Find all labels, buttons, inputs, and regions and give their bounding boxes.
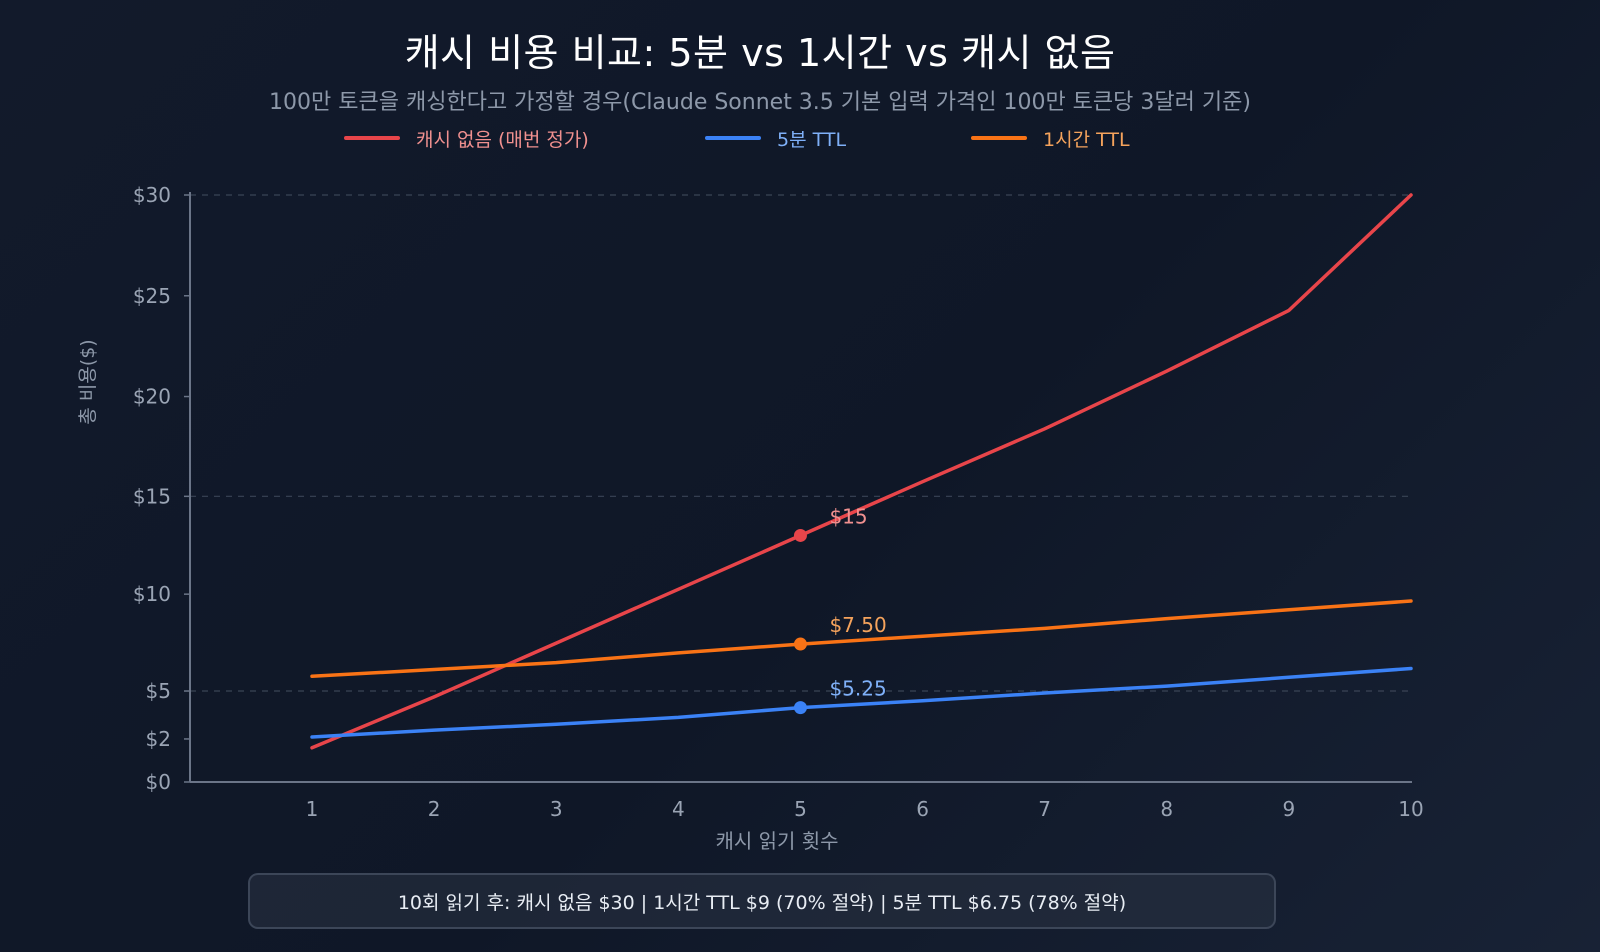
- legend-swatch-1hour: [971, 136, 1027, 140]
- summary-text: 10회 읽기 후: 캐시 없음 $30 | 1시간 TTL $9 (70% 절약…: [397, 891, 1127, 914]
- legend-label-no-cache: 캐시 없음 (매번 정가): [416, 128, 589, 151]
- legend-swatch-5min: [705, 136, 761, 140]
- x-tick-label: 10: [1398, 797, 1423, 821]
- y-tick-label: $10: [133, 582, 171, 606]
- data-label: $7.50: [829, 613, 886, 637]
- x-tick-label: 9: [1283, 797, 1296, 821]
- legend-item-1hour: 1시간 TTL: [971, 121, 1130, 155]
- legend-item-5min: 5분 TTL: [705, 121, 846, 155]
- y-tick-label: $15: [133, 484, 171, 508]
- y-tick-label: $0: [146, 770, 171, 794]
- legend-label-5min: 5분 TTL: [777, 128, 847, 151]
- y-tick-label: $30: [133, 183, 171, 207]
- data-label: $15: [829, 504, 867, 528]
- data-point-marker: [793, 528, 807, 542]
- data-label: $5.25: [829, 677, 886, 701]
- marker-layer: $15 $7.50 $5.25: [793, 504, 887, 715]
- series-layer: [310, 193, 1413, 750]
- y-tick-label: $20: [133, 385, 171, 409]
- x-tick-label: 2: [428, 797, 441, 821]
- y-tick-label: $5: [146, 679, 171, 703]
- x-tick-label: 1: [306, 797, 319, 821]
- grid-layer: [190, 194, 1412, 692]
- x-tick-label: 5: [794, 797, 807, 821]
- legend-swatch-no-cache: [344, 136, 400, 140]
- series-line-0: [310, 193, 1413, 750]
- y-axis-label: 총 비용($): [77, 339, 99, 424]
- legend-label-1hour: 1시간 TTL: [1043, 128, 1130, 151]
- x-axis-label: 캐시 읽기 횟수: [715, 829, 838, 853]
- chart-title: 캐시 비용 비교: 5분 vs 1시간 vs 캐시 없음: [404, 31, 1116, 75]
- y-tick-label: $2: [146, 727, 171, 751]
- summary-box: 10회 읽기 후: 캐시 없음 $30 | 1시간 TTL $9 (70% 절약…: [248, 873, 1276, 929]
- data-point-marker: [793, 701, 807, 715]
- x-tick-label: 3: [550, 797, 563, 821]
- series-line-1: [310, 666, 1413, 739]
- chart-subtitle: 100만 토큰을 캐싱한다고 가정할 경우(Claude Sonnet 3.5 …: [269, 90, 1251, 115]
- series-line-2: [310, 599, 1413, 679]
- x-tick-label: 4: [672, 797, 685, 821]
- tick-layer: $0 $2 $5 $10 $15 $20 $25 $30 1 2 3 4 5 6 7 8 9 10: [133, 183, 1424, 821]
- x-tick-label: 8: [1160, 797, 1173, 821]
- axis-layer: [189, 192, 1412, 783]
- x-tick-label: 6: [916, 797, 929, 821]
- data-point-marker: [793, 637, 807, 651]
- x-tick-label: 7: [1038, 797, 1051, 821]
- legend-item-no-cache: 캐시 없음 (매번 정가): [344, 121, 589, 155]
- y-tick-label: $25: [133, 284, 171, 308]
